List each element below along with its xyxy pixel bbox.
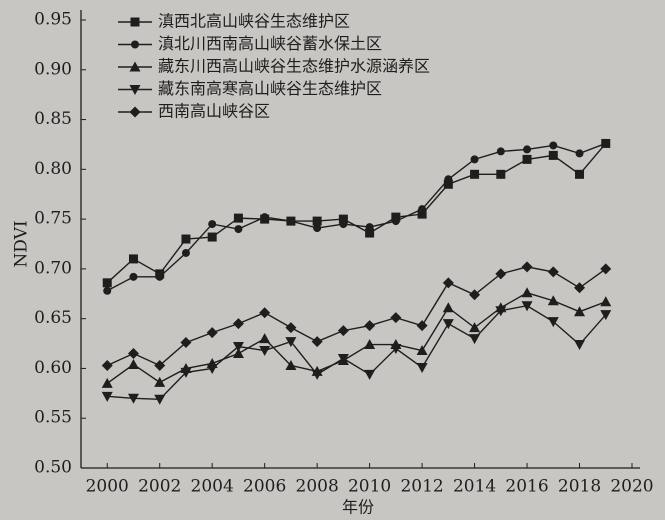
x-tick-label: 2008	[296, 477, 339, 497]
data-point	[366, 223, 374, 231]
data-point	[574, 306, 585, 316]
data-point	[259, 346, 270, 356]
data-point	[312, 336, 323, 347]
data-point	[128, 348, 139, 359]
data-point	[523, 155, 532, 164]
data-point	[443, 302, 454, 312]
data-point	[234, 225, 242, 233]
y-tick-label: 0.80	[34, 159, 72, 179]
x-tick-label: 2006	[243, 477, 286, 497]
legend-marker	[131, 41, 139, 49]
data-point	[548, 266, 559, 277]
data-point	[469, 334, 480, 344]
series-line	[107, 143, 606, 290]
data-point	[364, 320, 375, 331]
data-point	[470, 170, 479, 179]
data-point	[128, 359, 139, 369]
x-tick-label: 2004	[191, 477, 234, 497]
y-tick-label: 0.85	[34, 109, 72, 129]
data-point	[574, 282, 585, 293]
data-point	[103, 278, 112, 287]
data-point	[181, 235, 190, 244]
y-tick-label: 0.50	[34, 458, 72, 478]
series-line	[107, 267, 606, 366]
data-point	[338, 325, 349, 336]
data-point	[259, 333, 270, 343]
y-tick-label: 0.70	[34, 258, 72, 278]
legend-label: 滇西北高山峡谷生态维护区	[158, 12, 350, 31]
y-tick-label: 0.65	[34, 308, 72, 328]
x-tick-label: 2018	[558, 477, 601, 497]
data-point	[102, 378, 113, 388]
y-axis-label: NDVI	[12, 220, 32, 267]
x-tick-label: 2010	[348, 477, 391, 497]
data-point	[418, 205, 426, 213]
data-point	[417, 320, 428, 331]
data-point	[549, 141, 557, 149]
x-tick-label: 2016	[505, 477, 548, 497]
data-point	[313, 224, 321, 232]
data-point	[259, 307, 270, 318]
data-point	[207, 327, 218, 338]
chart: NDVI 年份 0.50 0.55 0.60 0.65 0.70 0.75 0.80 0.85…	[0, 0, 665, 520]
data-point	[444, 175, 452, 183]
page: NDVI 年份 0.50 0.55 0.60 0.65 0.70 0.75 0.80 0.85…	[0, 0, 665, 520]
data-point	[522, 261, 533, 272]
data-point	[285, 322, 296, 333]
legend-marker	[130, 107, 141, 118]
legend-label: 西南高山峡谷区	[158, 102, 270, 121]
data-point	[129, 273, 137, 281]
data-point	[497, 147, 505, 155]
data-point	[102, 360, 113, 371]
data-point	[522, 287, 533, 297]
x-tick-label: 2000	[86, 477, 129, 497]
legend-marker	[131, 18, 140, 27]
legend-label: 滇北川西南高山峡谷蓄水保土区	[158, 34, 382, 53]
x-tick-label: 2020	[610, 477, 653, 497]
data-point	[600, 263, 611, 274]
data-point	[208, 233, 217, 242]
data-point	[602, 139, 610, 147]
data-point	[339, 220, 347, 228]
y-tick-label: 0.75	[34, 209, 72, 229]
data-point	[234, 214, 243, 223]
data-point	[287, 217, 295, 225]
data-point	[103, 287, 111, 295]
data-point	[443, 277, 454, 288]
x-axis-label: 年份	[342, 498, 374, 517]
data-point	[364, 370, 375, 380]
data-point	[443, 319, 454, 329]
data-point	[390, 312, 401, 323]
y-tick-label: 0.95	[34, 10, 72, 30]
y-tick-label: 0.55	[34, 408, 72, 428]
y-tick-label: 0.90	[34, 59, 72, 79]
x-tick-label: 2014	[453, 477, 496, 497]
data-point	[417, 363, 428, 373]
data-point	[156, 273, 164, 281]
legend-label: 藏东川西高山峡谷生态维护水源涵养区	[158, 57, 430, 76]
data-point	[496, 170, 505, 179]
data-point	[523, 145, 531, 153]
data-point	[469, 322, 480, 332]
data-point	[154, 377, 165, 387]
legend-label: 藏东南高寒高山峡谷生态维护区	[158, 79, 382, 98]
data-point	[129, 254, 138, 263]
data-point	[576, 149, 584, 157]
data-point	[261, 213, 269, 221]
data-point	[549, 151, 558, 160]
x-tick-label: 2012	[400, 477, 443, 497]
data-point	[574, 340, 585, 350]
data-point	[208, 220, 216, 228]
series-line	[107, 143, 606, 282]
data-point	[600, 296, 611, 306]
data-point	[471, 155, 479, 163]
data-point	[233, 318, 244, 329]
y-tick-label: 0.60	[34, 358, 72, 378]
data-point	[182, 249, 190, 257]
data-point	[392, 217, 400, 225]
x-tick-label: 2002	[138, 477, 181, 497]
data-point	[575, 170, 584, 179]
